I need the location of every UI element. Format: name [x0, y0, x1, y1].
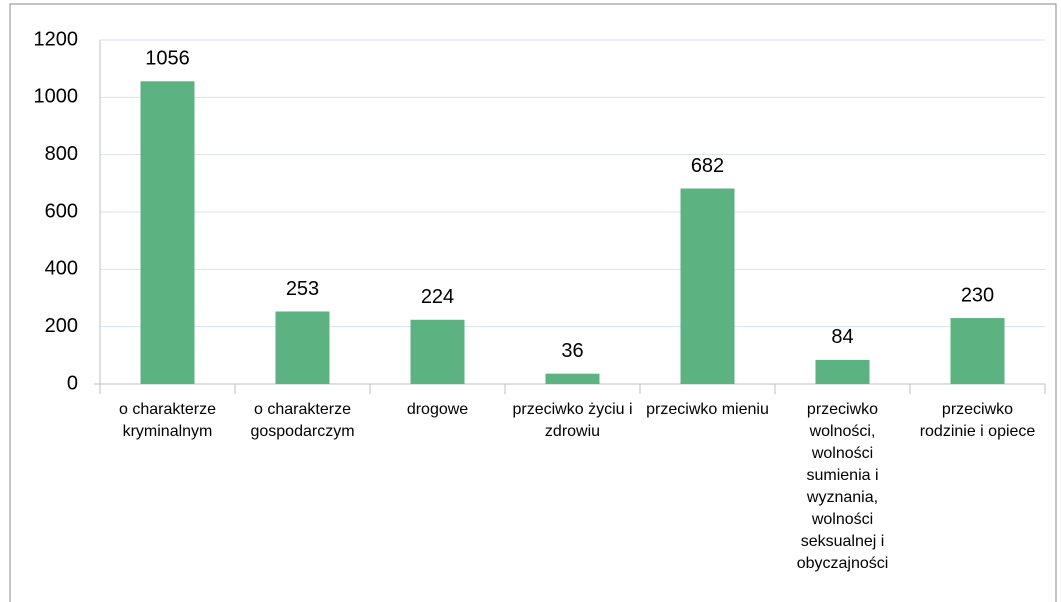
x-tick-label: o charakterze gospodarczym — [250, 401, 355, 440]
y-tick-label: 400 — [45, 258, 78, 280]
bar — [815, 359, 870, 384]
bar — [680, 188, 735, 384]
y-tick-label: 800 — [45, 143, 78, 165]
data-label: 1056 — [145, 48, 190, 70]
data-label: 36 — [561, 340, 583, 362]
y-tick-label: 0 — [67, 372, 78, 394]
bar — [275, 311, 330, 384]
data-label: 682 — [691, 155, 724, 177]
y-tick-label: 1000 — [34, 86, 79, 108]
x-tick-label: przeciwko rodzinie i opiece — [919, 401, 1036, 440]
bar — [140, 81, 195, 384]
data-label: 253 — [286, 278, 319, 300]
bar — [950, 318, 1005, 384]
y-tick-label: 600 — [45, 200, 78, 222]
data-label: 230 — [961, 284, 994, 306]
data-label: 224 — [421, 286, 454, 308]
y-tick-label: 200 — [45, 315, 78, 337]
chart-border — [9, 3, 1057, 602]
x-tick-label: przeciwko mieniu — [646, 401, 769, 418]
bar — [545, 373, 600, 384]
bar — [410, 319, 465, 384]
x-tick-label: o charakterze kryminalnym — [119, 401, 216, 440]
x-tick-label: przeciwko życiu i zdrowiu — [512, 401, 633, 440]
x-tick-label: przeciwko wolności, wolności sumienia i … — [796, 401, 889, 572]
data-label: 84 — [831, 326, 853, 348]
x-tick-label: drogowe — [406, 401, 469, 418]
y-tick-label: 1200 — [34, 28, 79, 50]
